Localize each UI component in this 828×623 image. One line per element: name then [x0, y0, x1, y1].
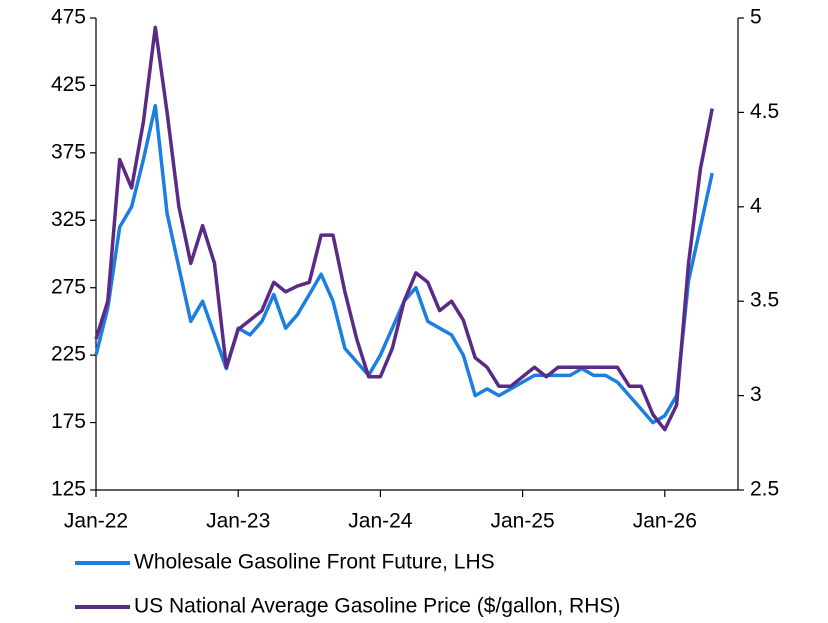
- y2-tick-label: 3.5: [750, 289, 779, 312]
- x-tick-label: Jan-24: [348, 510, 413, 533]
- x-tick-label: Jan-22: [64, 510, 128, 533]
- legend-label: US National Average Gasoline Price ($/ga…: [134, 595, 620, 618]
- series-line: [94, 103, 714, 425]
- series-line: [94, 25, 714, 432]
- y-tick-label: 375: [51, 140, 86, 163]
- y2-tick-label: 5: [750, 6, 762, 29]
- x-tick-label: Jan-26: [633, 510, 697, 533]
- legend-label: Wholesale Gasoline Front Future, LHS: [134, 551, 495, 574]
- y-tick-label: 425: [51, 73, 86, 96]
- y-tick-label: 325: [51, 208, 86, 231]
- y2-tick-label: 4.5: [750, 100, 779, 123]
- y2-tick-label: 4: [750, 194, 762, 217]
- y-tick-label: 275: [51, 275, 86, 298]
- y-tick-label: 175: [51, 410, 86, 433]
- y-tick-label: 225: [51, 343, 86, 366]
- x-tick-label: Jan-23: [206, 510, 270, 533]
- y2-tick-label: 3: [750, 383, 762, 406]
- y2-tick-label: 2.5: [750, 478, 779, 501]
- y-tick-label: 475: [51, 6, 86, 29]
- x-tick-label: Jan-25: [490, 510, 554, 533]
- y-tick-label: 125: [51, 478, 86, 501]
